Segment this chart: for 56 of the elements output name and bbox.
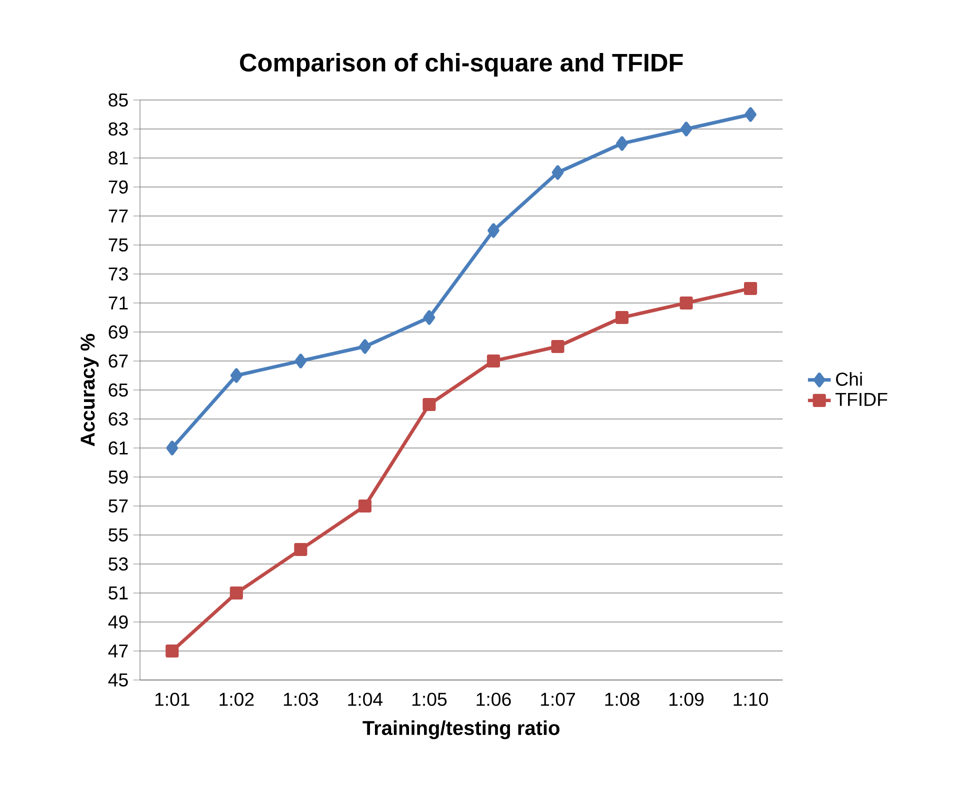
point [423, 310, 436, 325]
y-tick-label: 67 [108, 354, 128, 368]
point [359, 339, 371, 354]
y-tick-label: 45 [108, 673, 128, 686]
x-tick-label: 1:05 [412, 692, 447, 706]
point [422, 398, 436, 411]
chart-title: Comparison of chi-square and TFIDF [240, 52, 683, 76]
point [615, 310, 629, 324]
point [166, 644, 179, 658]
x-tick-label: 1:02 [220, 692, 254, 706]
x-axis-title: Training/testing ratio [362, 720, 560, 739]
point [744, 107, 756, 122]
y-tick-label: 63 [108, 412, 128, 426]
point [230, 586, 243, 600]
x-tick-label: 1:10 [734, 692, 768, 706]
point [680, 296, 693, 310]
y-tick-label: 69 [108, 325, 128, 338]
legend-label: TFIDF [836, 392, 888, 406]
y-tick-label: 65 [108, 383, 128, 396]
point [616, 136, 628, 151]
point [744, 282, 758, 295]
point [552, 165, 564, 180]
y-tick-label: 55 [108, 528, 128, 542]
point [166, 440, 178, 456]
x-tick-label: 1:06 [476, 692, 511, 706]
x-tick-label: 1:01 [155, 692, 190, 706]
point [294, 354, 307, 368]
x-tick-label: 1:09 [670, 692, 704, 706]
y-tick-label: 73 [108, 267, 128, 280]
x-tick-label: 1:07 [540, 692, 575, 706]
y-tick-label: 71 [108, 296, 128, 310]
y-axis-title: Accuracy % [80, 334, 99, 446]
y-tick-label: 83 [108, 122, 128, 136]
y-tick-label: 85 [108, 93, 128, 106]
y-tick-label: 59 [108, 470, 128, 484]
y-tick-label: 57 [108, 499, 128, 512]
x-tick-label: 1:08 [605, 692, 640, 706]
x-tick-label: 1:03 [284, 692, 318, 706]
y-tick-label: 79 [108, 180, 128, 194]
point [488, 223, 500, 238]
x-tick-label: 1:04 [348, 692, 383, 706]
point [358, 499, 372, 512]
y-tick-label: 61 [108, 441, 128, 454]
point [551, 340, 564, 353]
point [486, 354, 500, 368]
legend-label: Chi [836, 372, 862, 386]
y-tick-label: 81 [108, 151, 128, 164]
y-tick-label: 77 [108, 209, 128, 222]
y-tick-label: 75 [108, 238, 128, 252]
point [294, 542, 308, 556]
point [680, 122, 692, 136]
y-tick-label: 49 [108, 615, 128, 628]
y-tick-label: 47 [108, 644, 128, 658]
y-tick-label: 53 [108, 557, 128, 570]
y-tick-label: 51 [108, 586, 128, 600]
point [230, 368, 242, 383]
